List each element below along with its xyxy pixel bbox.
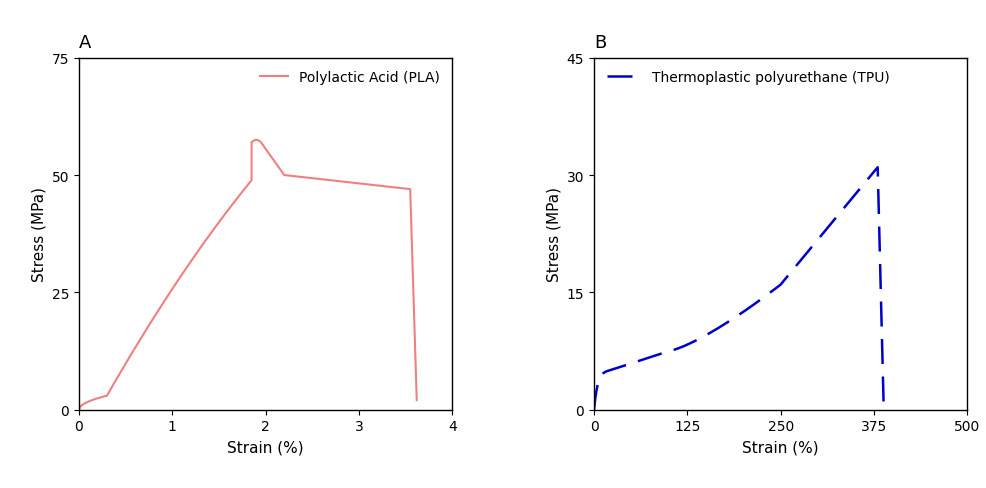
Y-axis label: Stress (MPa): Stress (MPa): [32, 187, 46, 282]
Legend: Thermoplastic polyurethane (TPU): Thermoplastic polyurethane (TPU): [600, 65, 894, 91]
Y-axis label: Stress (MPa): Stress (MPa): [545, 187, 561, 282]
Text: A: A: [79, 34, 92, 51]
Legend: Polylactic Acid (PLA): Polylactic Acid (PLA): [254, 65, 445, 91]
Text: B: B: [594, 34, 605, 51]
X-axis label: Strain (%): Strain (%): [227, 439, 304, 454]
X-axis label: Strain (%): Strain (%): [741, 439, 818, 454]
